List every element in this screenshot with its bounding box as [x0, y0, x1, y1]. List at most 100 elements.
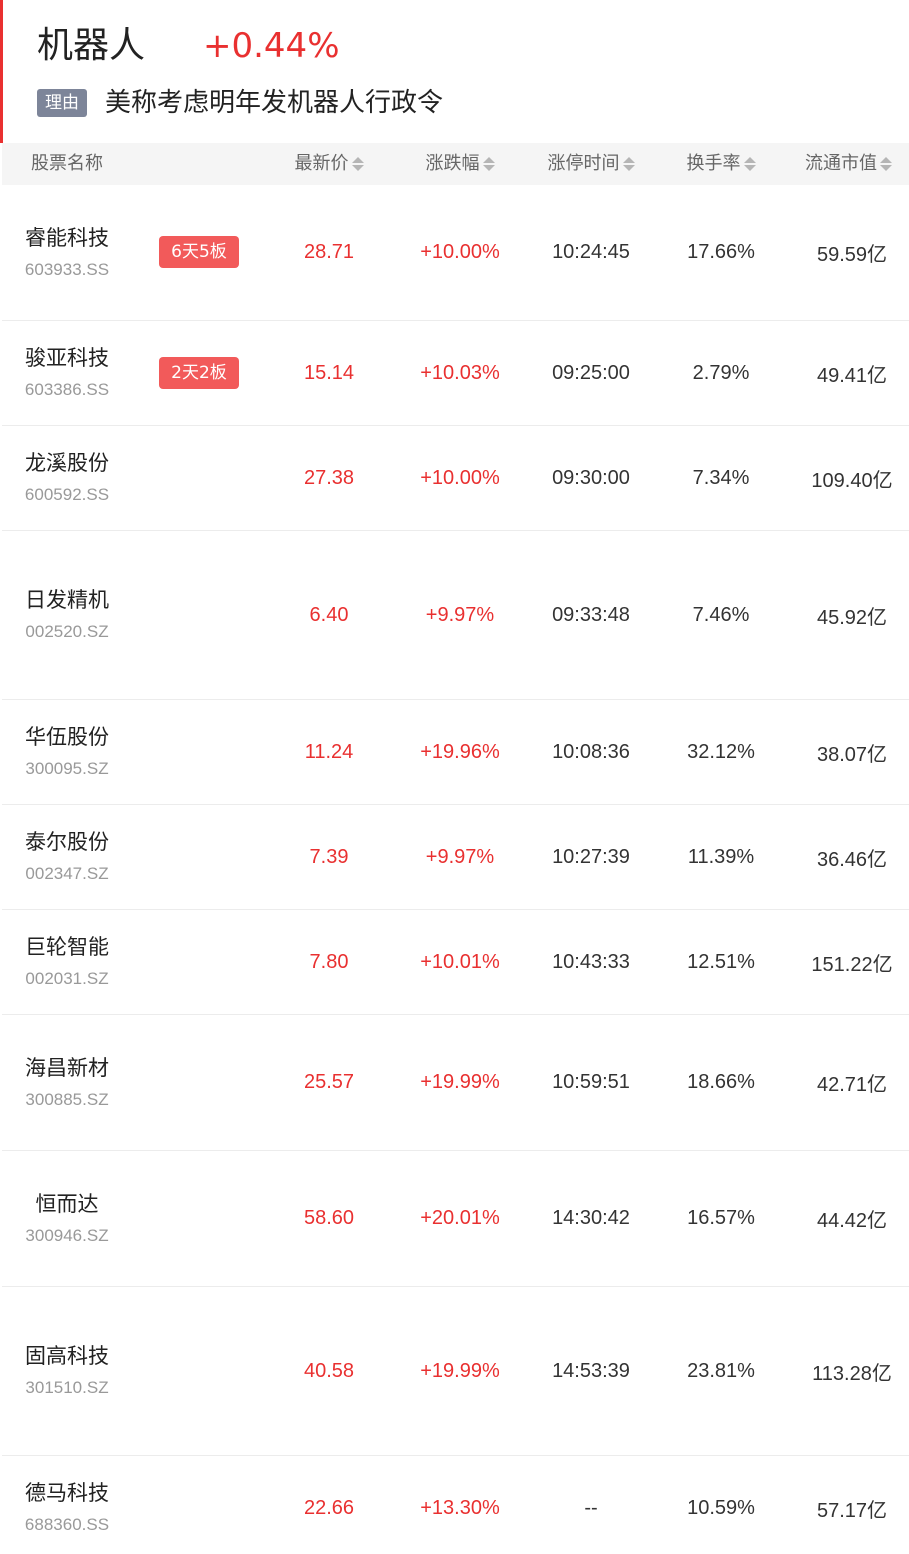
float-cap-cell: 49.41亿	[816, 364, 888, 387]
stock-code: 002347.SZ	[25, 864, 109, 883]
stock-name: 华伍股份	[25, 725, 109, 749]
turnover-cell: 17.66%	[687, 241, 755, 263]
turnover-cell: 32.12%	[687, 740, 755, 763]
change-cell: +20.01%	[420, 1207, 500, 1229]
limit-time-cell: 09:30:00	[552, 466, 630, 489]
limit-time-cell: 14:53:39	[552, 1359, 630, 1382]
column-header-label: 换手率	[686, 153, 741, 174]
turnover-cell: 16.57%	[687, 1207, 755, 1229]
stock-name-cell: 日发精机 002520.SZ	[2, 531, 132, 699]
column-header-float-cap[interactable]: 流通市值	[786, 143, 909, 185]
stock-name-cell: 恒而达 300946.SZ	[2, 1151, 132, 1286]
price-cell: 6.40	[309, 603, 349, 626]
stock-code: 688360.SS	[24, 1515, 110, 1534]
stock-code: 603386.SS	[24, 380, 110, 399]
stock-code: 300885.SZ	[25, 1089, 109, 1109]
topic-change-percent: +0.44%	[203, 26, 340, 66]
column-header-label: 涨停时间	[547, 153, 620, 174]
stock-code: 301510.SZ	[25, 1378, 109, 1397]
column-header-label: 流通市值	[805, 153, 877, 174]
price-cell: 40.58	[303, 1359, 355, 1382]
turnover-cell: 7.34%	[692, 466, 750, 489]
stock-code: 603933.SS	[24, 259, 110, 279]
table-row[interactable]: 恒而达 300946.SZ 58.60 +20.01% 14:30:42 16.…	[2, 1151, 909, 1287]
column-header-label: 股票名称	[31, 153, 103, 174]
stock-name-cell: 固高科技 301510.SZ	[2, 1287, 132, 1455]
topic-title[interactable]: 机器人	[37, 25, 146, 66]
column-header-limit-time[interactable]: 涨停时间	[526, 143, 656, 185]
column-header-price[interactable]: 最新价	[264, 143, 394, 185]
price-cell: 27.38	[303, 466, 355, 489]
stock-code: 300946.SZ	[25, 1225, 109, 1245]
column-header-name: 股票名称	[2, 143, 132, 185]
sort-icon[interactable]	[743, 157, 756, 171]
stock-name: 固高科技	[25, 1344, 109, 1368]
float-cap-cell: 57.17亿	[816, 1499, 888, 1522]
price-cell: 28.71	[303, 241, 355, 263]
stock-name: 日发精机	[25, 588, 109, 612]
stock-name-cell: 睿能科技 603933.SS	[2, 185, 132, 320]
table-row[interactable]: 泰尔股份 002347.SZ 7.39 +9.97% 10:27:39 11.3…	[2, 805, 909, 910]
turnover-cell: 10.59%	[687, 1496, 755, 1519]
reason-text: 美称考虑明年发机器人行政令	[105, 88, 444, 118]
column-header-turnover[interactable]: 换手率	[656, 143, 786, 185]
price-cell: 11.24	[304, 740, 354, 763]
stock-name: 巨轮智能	[25, 935, 109, 959]
sort-icon[interactable]	[482, 157, 495, 171]
float-cap-cell: 42.71亿	[816, 1074, 888, 1096]
float-cap-cell: 59.59亿	[816, 244, 888, 266]
limit-time-cell: --	[584, 1496, 598, 1519]
stock-name: 德马科技	[25, 1481, 109, 1505]
reason-row: 理由 美称考虑明年发机器人行政令	[37, 86, 443, 120]
limit-time-cell: 14:30:42	[552, 1207, 630, 1229]
sort-icon[interactable]	[622, 157, 635, 171]
sort-icon[interactable]	[351, 157, 364, 171]
table-row[interactable]: 骏亚科技 603386.SS 2天2板 15.14 +10.03% 09:25:…	[2, 321, 909, 426]
stock-name-cell: 巨轮智能 002031.SZ	[2, 910, 132, 1014]
table-row[interactable]: 固高科技 301510.SZ 40.58 +19.99% 14:53:39 23…	[2, 1287, 909, 1456]
turnover-cell: 18.66%	[687, 1071, 755, 1093]
change-cell: +19.96%	[420, 740, 500, 763]
stock-name: 泰尔股份	[25, 830, 109, 854]
column-header-change[interactable]: 涨跌幅	[394, 143, 526, 185]
table-row[interactable]: 睿能科技 603933.SS 6天5板 28.71 +10.00% 10:24:…	[2, 185, 909, 321]
stock-name: 睿能科技	[25, 225, 109, 250]
table-row[interactable]: 日发精机 002520.SZ 6.40 +9.97% 09:33:48 7.46…	[2, 531, 909, 700]
change-cell: +10.01%	[420, 950, 500, 973]
column-header-label: 涨跌幅	[425, 153, 480, 174]
stock-name-cell: 泰尔股份 002347.SZ	[2, 805, 132, 909]
reason-tag: 理由	[37, 89, 87, 117]
sort-icon[interactable]	[880, 157, 892, 171]
turnover-cell: 11.39%	[687, 845, 755, 868]
float-cap-cell: 38.07亿	[816, 743, 888, 766]
price-cell: 7.80	[309, 950, 349, 973]
stock-code: 300095.SZ	[25, 759, 109, 778]
stock-name-cell: 华伍股份 300095.SZ	[2, 700, 132, 804]
change-cell: +10.00%	[420, 241, 500, 263]
stock-name-cell: 德马科技 688360.SS	[2, 1456, 132, 1554]
float-cap-cell: 151.22亿	[811, 953, 893, 976]
turnover-cell: 23.81%	[687, 1359, 755, 1382]
topic-header: 机器人 +0.44% 理由 美称考虑明年发机器人行政令	[0, 0, 909, 143]
price-cell: 58.60	[303, 1207, 355, 1229]
stock-name-cell: 龙溪股份 600592.SS	[2, 426, 132, 530]
table-row[interactable]: 海昌新材 300885.SZ 25.57 +19.99% 10:59:51 18…	[2, 1015, 909, 1151]
limit-up-badge: 2天2板	[159, 357, 239, 389]
table-row[interactable]: 龙溪股份 600592.SS 27.38 +10.00% 09:30:00 7.…	[2, 426, 909, 531]
table-row[interactable]: 德马科技 688360.SS 22.66 +13.30% -- 10.59% 5…	[2, 1456, 909, 1554]
price-cell: 25.57	[303, 1071, 355, 1093]
price-cell: 22.66	[303, 1496, 355, 1519]
turnover-cell: 7.46%	[692, 603, 750, 626]
table-row[interactable]: 华伍股份 300095.SZ 11.24 +19.96% 10:08:36 32…	[2, 700, 909, 805]
price-cell: 7.39	[309, 845, 349, 868]
stock-name-cell: 海昌新材 300885.SZ	[2, 1015, 132, 1150]
limit-time-cell: 10:59:51	[552, 1071, 630, 1093]
float-cap-cell: 44.42亿	[816, 1210, 888, 1232]
limit-up-badge: 6天5板	[159, 236, 239, 268]
limit-time-cell: 10:24:45	[552, 241, 630, 263]
limit-time-cell: 10:43:33	[552, 950, 630, 973]
change-cell: +13.30%	[420, 1496, 500, 1519]
table-row[interactable]: 巨轮智能 002031.SZ 7.80 +10.01% 10:43:33 12.…	[2, 910, 909, 1015]
stock-name: 龙溪股份	[25, 451, 109, 475]
